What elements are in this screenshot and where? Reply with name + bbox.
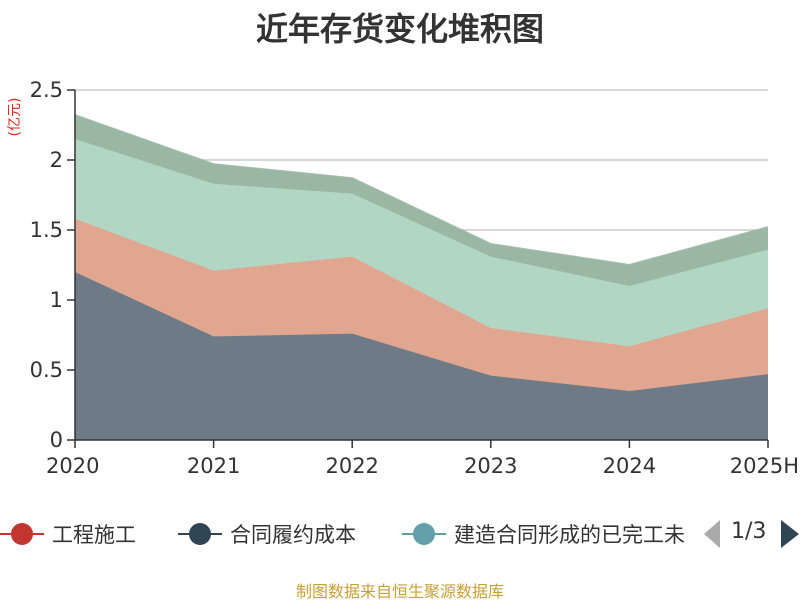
y-tick-label: 1 bbox=[50, 288, 63, 312]
y-tick-label: 2.5 bbox=[30, 78, 63, 102]
legend-page-indicator: 1/3 bbox=[731, 519, 767, 544]
legend-pager: 1/3 bbox=[700, 512, 800, 556]
area-series-1 bbox=[75, 272, 768, 440]
legend-marker-icon bbox=[178, 522, 222, 546]
y-tick-label: 0.5 bbox=[30, 358, 63, 382]
x-tick-label: 2022 bbox=[325, 454, 378, 478]
y-tick-label: 0 bbox=[50, 428, 63, 452]
legend: 工程施工 合同履约成本 建造合同形成的已完工未结算资产 1/3 bbox=[0, 512, 800, 556]
legend-item[interactable]: 建造合同形成的已完工未结算资产 bbox=[402, 512, 684, 556]
x-tick-label: 2020 bbox=[46, 454, 99, 478]
axes bbox=[67, 89, 769, 448]
chart-title: 近年存货变化堆积图 bbox=[255, 10, 544, 48]
x-tick-label: 2023 bbox=[464, 454, 517, 478]
y-tick-label: 2 bbox=[50, 148, 63, 172]
area-series-2 bbox=[75, 218, 768, 391]
legend-next-page-icon[interactable] bbox=[781, 520, 799, 548]
legend-prev-page-icon[interactable] bbox=[704, 520, 720, 548]
area-series-4-line bbox=[74, 114, 769, 267]
legend-marker-icon bbox=[0, 522, 44, 546]
area-series-layer bbox=[74, 114, 769, 440]
legend-marker-icon bbox=[402, 522, 446, 546]
axis-labels: 0 0.5 1 1.5 2 2.5 2020 2021 2022 2023 2024 2025H (亿元… bbox=[7, 78, 799, 478]
legend-items-viewport: 工程施工 合同履约成本 建造合同形成的已完工未结算资产 bbox=[0, 512, 684, 556]
legend-label: 工程施工 bbox=[52, 523, 136, 547]
legend-label: 建造合同形成的已完工未结算资产 bbox=[454, 523, 684, 547]
legend-item[interactable]: 工程施工 bbox=[0, 512, 136, 556]
y-unit-label: (亿元) bbox=[7, 98, 23, 137]
area-series-3 bbox=[75, 139, 768, 347]
source-note: 制图数据来自恒生聚源数据库 bbox=[295, 582, 504, 601]
x-tick-label: 2024 bbox=[603, 454, 656, 478]
x-tick-label: 2025H bbox=[730, 454, 799, 478]
y-tick-label: 1.5 bbox=[30, 218, 63, 242]
x-tick-label: 2021 bbox=[187, 454, 240, 478]
legend-item[interactable]: 合同履约成本 bbox=[178, 512, 356, 556]
legend-label: 合同履约成本 bbox=[230, 523, 356, 547]
